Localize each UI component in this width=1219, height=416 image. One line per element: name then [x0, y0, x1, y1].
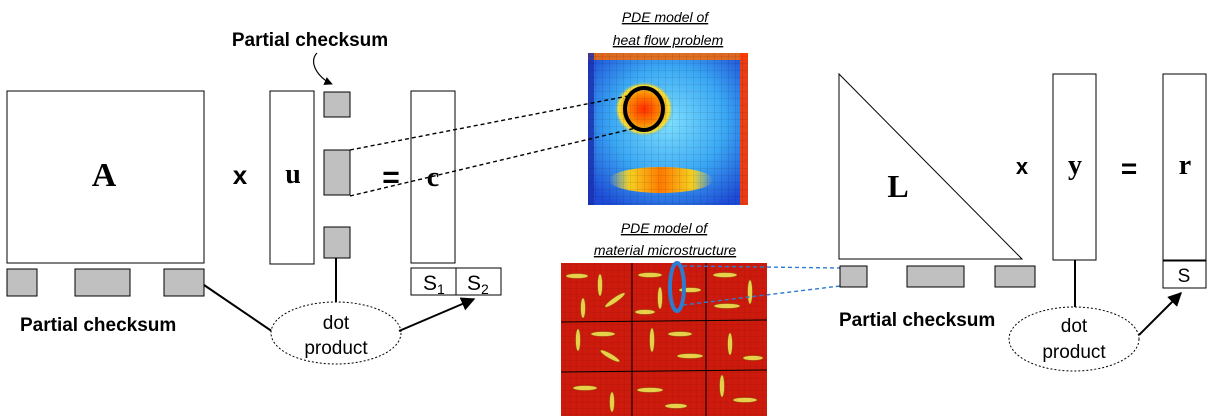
u-checksum-block-1 — [323, 91, 351, 118]
vector-c-label: c — [427, 162, 439, 193]
heat-flow-figure: PDE model of heat flow problem — [349, 9, 748, 205]
l-partial-checksum-label: Partial checksum — [839, 310, 995, 331]
micro-highlight-ellipse — [668, 261, 686, 313]
left-times-symbol: x — [233, 160, 248, 190]
left-equation: A Partial checksum x u Partial checksum … — [6, 30, 502, 365]
left-dot-product-node — [270, 301, 402, 365]
micro-inclusions — [565, 272, 764, 413]
vector-r — [1162, 73, 1207, 261]
micro-caption-line2: material microstructure — [594, 242, 737, 258]
micro-zoom-line-bottom — [682, 285, 841, 306]
heat-map-mesh — [588, 53, 748, 205]
vector-c — [410, 90, 456, 264]
heat-highlight-circle — [623, 86, 665, 132]
a-checksum-block-1 — [6, 268, 38, 297]
vector-r-label: r — [1179, 150, 1191, 181]
matrix-a-label: A — [92, 157, 117, 194]
right-dot-text-1: dot — [1061, 316, 1088, 337]
microstructure-figure: PDE model of material microstructure — [560, 220, 768, 416]
a-partial-checksum-label: Partial checksum — [20, 315, 176, 336]
u-checksum-block-2 — [323, 149, 351, 196]
right-dot-text-2: product — [1042, 342, 1106, 363]
micro-caption-line1: PDE model of — [621, 220, 709, 236]
u-partial-checksum-label: Partial checksum — [232, 30, 388, 51]
micro-map-mesh — [561, 263, 767, 416]
vector-u-label: u — [285, 159, 301, 190]
s1-label: S1 — [423, 272, 445, 297]
u-checksum-block-3 — [323, 226, 351, 259]
right-equation: L Partial checksum x y = r S dot product — [838, 72, 1207, 372]
dot-to-s-arrow — [1138, 292, 1182, 336]
checksum-curved-arrow — [312, 52, 333, 85]
vector-y — [1052, 73, 1097, 261]
l-checksum-block-1 — [839, 265, 868, 288]
micro-zoom-line-top — [682, 265, 841, 269]
a-checksum-block-2 — [74, 268, 131, 297]
heat-zoom-line-top — [349, 95, 629, 151]
left-equals-symbol: = — [382, 161, 400, 194]
l-checksum-block-3 — [994, 265, 1036, 288]
matrix-a — [6, 90, 205, 264]
right-dot-product-node — [1008, 306, 1140, 372]
right-times-symbol: x — [1016, 154, 1029, 179]
matrix-l-label: L — [887, 168, 908, 204]
matrix-l — [838, 72, 1024, 260]
heat-caption-line1: PDE model of — [622, 9, 710, 25]
vector-u — [269, 90, 315, 265]
right-equals-symbol: = — [1121, 153, 1137, 184]
s2-label: S2 — [467, 272, 489, 297]
vector-y-label: y — [1068, 150, 1082, 181]
heat-caption-line2: heat flow problem — [613, 32, 724, 48]
dot-to-s2-arrow — [398, 297, 476, 332]
micro-grain-borders — [560, 263, 768, 416]
left-dot-text-2: product — [304, 338, 368, 359]
a-to-dot-line — [203, 284, 277, 335]
left-dot-text-1: dot — [323, 313, 350, 334]
l-checksum-block-2 — [906, 265, 965, 288]
s-label: S — [1178, 266, 1191, 287]
s-box — [1162, 260, 1207, 289]
s2-box — [455, 267, 502, 296]
a-checksum-block-3 — [163, 268, 205, 297]
